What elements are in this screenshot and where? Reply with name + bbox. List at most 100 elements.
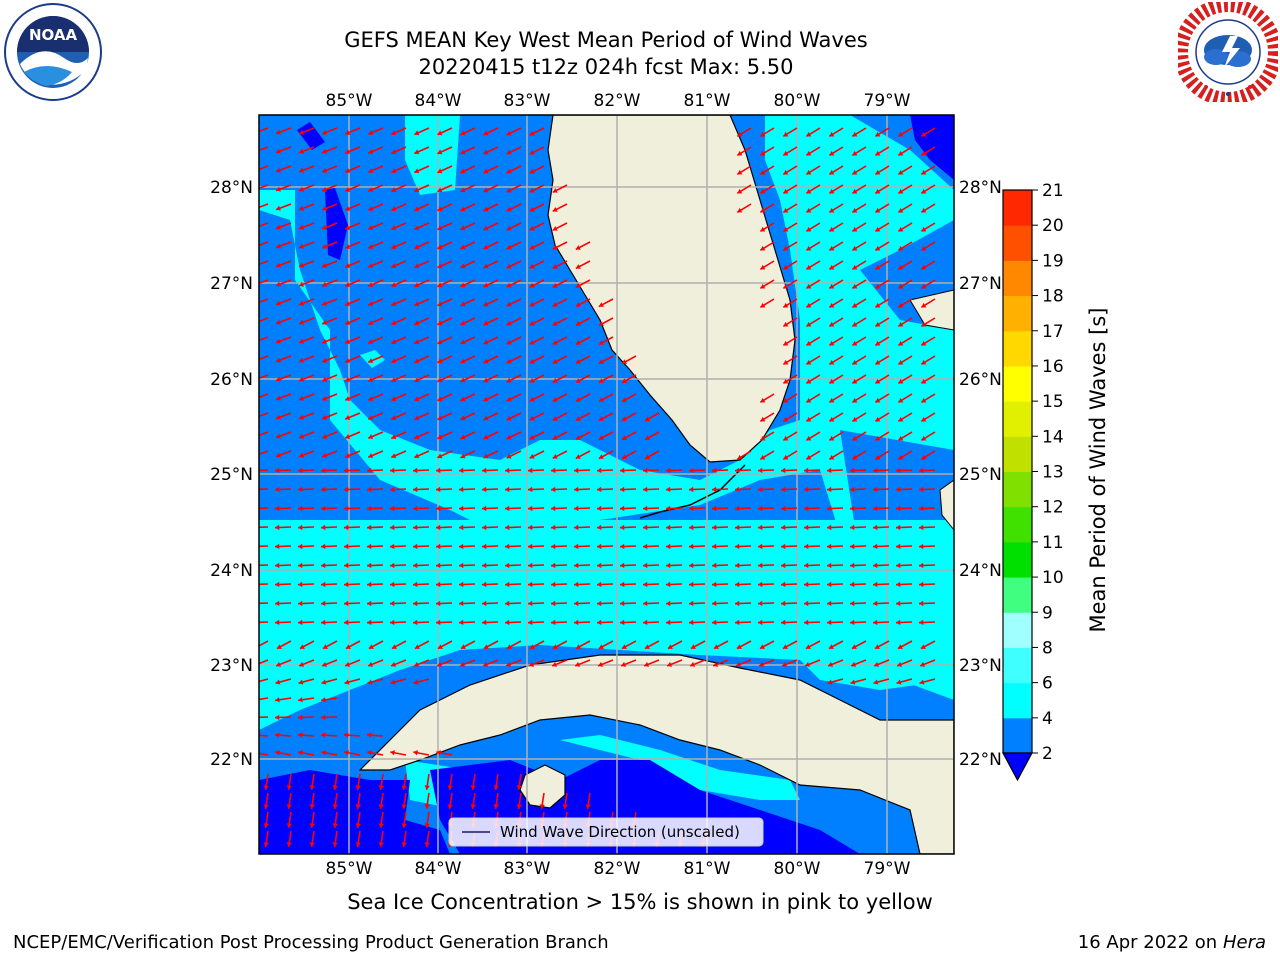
wave-arrow bbox=[367, 393, 384, 402]
wave-arrow bbox=[483, 412, 499, 421]
wave-arrow bbox=[573, 524, 591, 531]
wave-arrow bbox=[366, 600, 384, 607]
wave-arrow bbox=[851, 374, 867, 385]
wave-arrow bbox=[734, 486, 752, 493]
wave-arrow bbox=[355, 792, 361, 809]
wave-arrow bbox=[481, 524, 499, 531]
wave-arrow bbox=[298, 697, 315, 703]
wave-arrow bbox=[804, 659, 821, 667]
wave-arrow bbox=[259, 317, 269, 323]
footer-host: Hera bbox=[1222, 932, 1266, 953]
wave-arrow bbox=[297, 600, 315, 607]
wave-arrow bbox=[874, 317, 890, 328]
wave-arrow bbox=[920, 412, 936, 423]
wave-arrow bbox=[552, 640, 568, 650]
wave-arrow bbox=[259, 127, 269, 133]
wave-arrow bbox=[367, 184, 384, 193]
wave-arrow bbox=[781, 659, 798, 667]
wave-arrow bbox=[481, 619, 499, 626]
wave-arrow bbox=[390, 184, 407, 193]
wave-arrow bbox=[529, 393, 545, 402]
wave-arrow bbox=[355, 811, 361, 828]
wave-arrow bbox=[297, 619, 315, 626]
wave-arrow bbox=[298, 146, 315, 154]
wave-arrow bbox=[575, 355, 591, 365]
wave-arrow bbox=[596, 467, 614, 474]
wave-arrow bbox=[872, 562, 890, 569]
wave-arrow bbox=[828, 127, 844, 138]
wave-arrow bbox=[309, 773, 315, 790]
wave-arrow bbox=[275, 222, 292, 230]
wave-arrow bbox=[389, 600, 407, 607]
lat-label-left: 24°N bbox=[210, 561, 253, 581]
wave-arrow bbox=[259, 336, 269, 342]
wave-arrow bbox=[259, 431, 269, 437]
wave-arrow bbox=[343, 562, 361, 569]
wave-arrow bbox=[298, 431, 315, 439]
wave-arrow bbox=[504, 581, 522, 588]
wave-arrow bbox=[275, 697, 292, 703]
wave-arrow bbox=[529, 450, 545, 459]
wave-arrow bbox=[828, 241, 844, 252]
wave-arrow bbox=[920, 222, 936, 233]
wave-arrow bbox=[759, 241, 775, 252]
wave-arrow bbox=[389, 562, 407, 569]
wave-arrow bbox=[460, 127, 476, 136]
wave-arrow bbox=[596, 486, 614, 493]
wave-arrow bbox=[366, 543, 384, 550]
wave-arrow bbox=[321, 165, 338, 173]
wave-arrow bbox=[805, 355, 821, 366]
wave-arrow bbox=[435, 505, 453, 512]
wave-arrow bbox=[483, 203, 499, 212]
wave-arrow bbox=[343, 524, 361, 531]
land-bahamas-2 bbox=[939, 479, 954, 531]
colorbar-segment bbox=[1003, 717, 1032, 754]
wave-arrow bbox=[734, 619, 752, 626]
wave-arrow bbox=[424, 830, 430, 847]
wave-arrow bbox=[598, 393, 614, 403]
wave-arrow bbox=[332, 811, 338, 828]
wave-arrow bbox=[263, 773, 269, 790]
wave-arrow bbox=[481, 486, 499, 493]
wave-arrow bbox=[551, 659, 568, 667]
wave-arrow bbox=[412, 467, 430, 474]
wave-arrow bbox=[424, 773, 430, 790]
wave-direction-arrows bbox=[259, 127, 936, 847]
lon-label-bottom: 80°W bbox=[774, 859, 821, 879]
wave-arrow bbox=[275, 450, 292, 458]
wave-arrow bbox=[263, 792, 269, 809]
wave-arrow bbox=[506, 127, 522, 136]
wave-arrow bbox=[849, 581, 867, 588]
wave-arrow bbox=[275, 298, 292, 306]
wave-arrow bbox=[529, 241, 545, 250]
wave-arrow bbox=[805, 640, 821, 650]
wave-arrow bbox=[506, 146, 522, 155]
wave-arrow bbox=[621, 450, 637, 460]
wave-arrow bbox=[344, 336, 361, 344]
wave-arrow bbox=[366, 505, 384, 512]
lon-label-bottom: 85°W bbox=[326, 859, 373, 879]
dark-blue-region-4 bbox=[259, 770, 450, 854]
wave-arrow bbox=[711, 562, 729, 569]
wave-arrow bbox=[435, 467, 453, 474]
wave-arrow bbox=[460, 165, 476, 174]
wave-arrow bbox=[259, 374, 269, 380]
wave-arrow bbox=[897, 241, 913, 252]
wave-arrow bbox=[874, 431, 890, 442]
wave-arrow bbox=[413, 678, 430, 685]
wave-arrow bbox=[757, 505, 775, 512]
wave-arrow bbox=[389, 581, 407, 588]
wave-arrow bbox=[298, 241, 315, 249]
wave-arrow bbox=[481, 581, 499, 588]
wave-arrow bbox=[552, 317, 568, 326]
wave-arrow bbox=[897, 165, 913, 176]
wave-arrow bbox=[803, 505, 821, 512]
wave-arrow bbox=[259, 260, 269, 266]
wave-arrow bbox=[642, 581, 660, 588]
wave-arrow bbox=[414, 165, 430, 174]
lon-label-top: 80°W bbox=[774, 91, 821, 111]
wave-arrow bbox=[297, 714, 315, 721]
wave-arrow bbox=[259, 734, 269, 737]
wave-arrow bbox=[849, 524, 867, 531]
wave-arrow bbox=[504, 467, 522, 474]
